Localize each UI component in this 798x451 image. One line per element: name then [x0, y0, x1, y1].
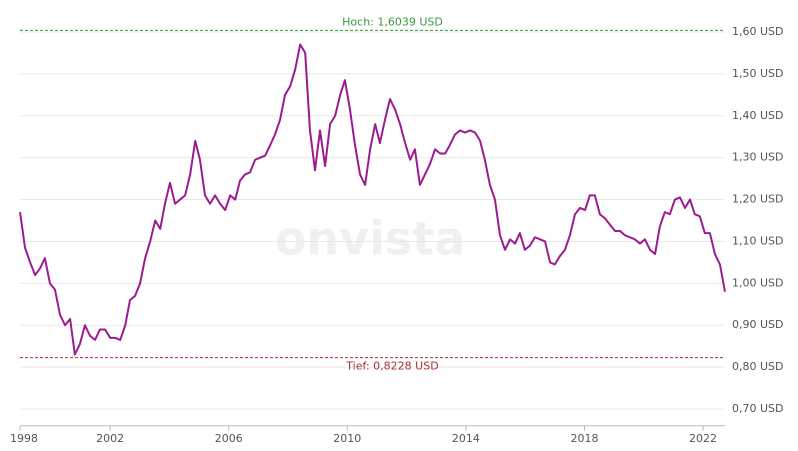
- y-tick-label: 0,70 USD: [732, 402, 784, 415]
- y-tick-label: 1,40 USD: [732, 109, 784, 122]
- x-tick-label: 2018: [570, 432, 598, 445]
- x-tick-label: 1998: [10, 432, 38, 445]
- price-line: [19, 43, 726, 356]
- x-tick-label: 2002: [96, 432, 124, 445]
- x-tick-label: 2014: [452, 432, 480, 445]
- x-tick-label: 2010: [333, 432, 361, 445]
- watermark: onvista: [275, 212, 466, 266]
- y-tick-label: 0,80 USD: [732, 360, 784, 373]
- y-tick-label: 1,30 USD: [732, 151, 784, 164]
- reference-label: Tief: 0,8228 USD: [345, 360, 438, 373]
- y-tick-label: 0,90 USD: [732, 318, 784, 331]
- y-tick-label: 1,20 USD: [732, 193, 784, 206]
- y-tick-label: 1,10 USD: [732, 234, 784, 247]
- y-tick-label: 1,60 USD: [732, 25, 784, 38]
- x-tick-label: 2022: [689, 432, 717, 445]
- x-tick-label: 2006: [215, 432, 243, 445]
- y-tick-label: 1,00 USD: [732, 276, 784, 289]
- reference-label: Hoch: 1,6039 USD: [342, 15, 443, 28]
- y-tick-label: 1,50 USD: [732, 67, 784, 80]
